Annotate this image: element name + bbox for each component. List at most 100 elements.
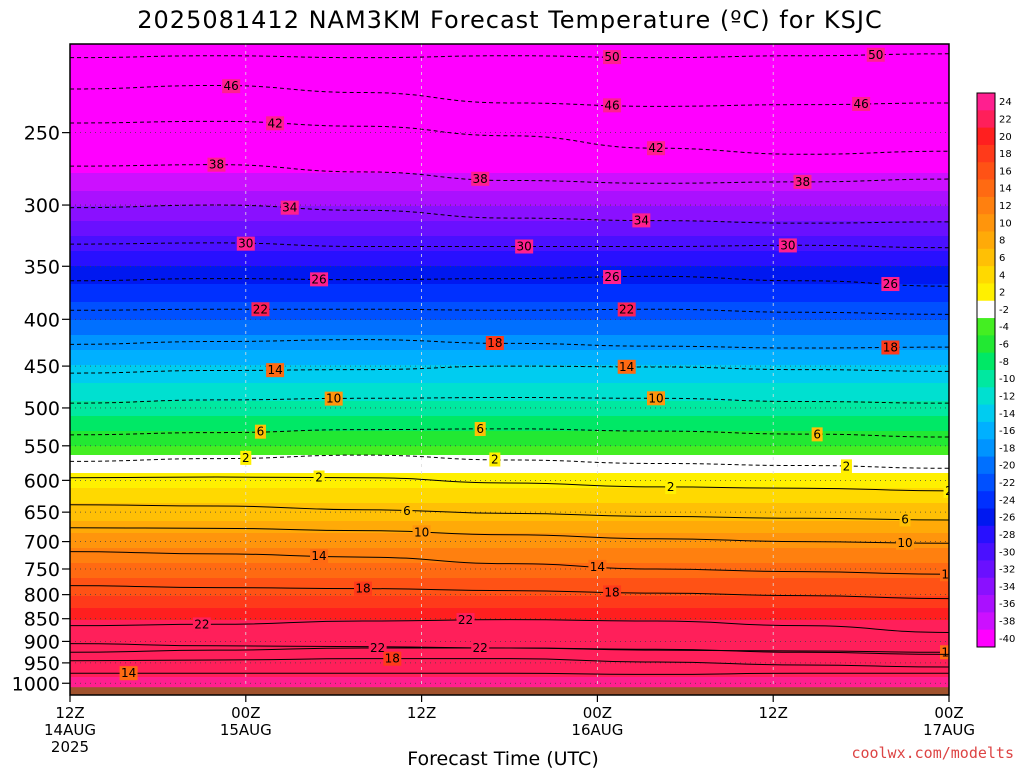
temperature-band xyxy=(70,260,949,264)
temperature-band xyxy=(70,680,949,684)
colorbar-tick-label: -34 xyxy=(999,582,1015,593)
x-tick-label: 12Z xyxy=(759,704,788,722)
temperature-band xyxy=(70,122,949,126)
temperature-band xyxy=(70,425,949,429)
contour-label: 22 xyxy=(458,613,473,627)
contour-label-bg xyxy=(603,585,622,600)
x-tick-label: 16AUG xyxy=(571,721,623,739)
temperature-band xyxy=(70,581,949,585)
contour-label-bg xyxy=(280,200,299,215)
colorbar-tick-label: -20 xyxy=(999,461,1015,472)
colorbar-tick-label: 6 xyxy=(999,253,1005,264)
contour-label-bg xyxy=(313,470,325,485)
temperature-band xyxy=(70,395,949,399)
temperature-band xyxy=(70,314,949,318)
temperature-band xyxy=(70,467,949,471)
temperature-band xyxy=(70,560,949,564)
contour-label: 18 xyxy=(355,582,370,596)
temperature-band xyxy=(70,446,949,450)
contour-label-bg xyxy=(603,98,622,113)
contour-label-bg xyxy=(456,613,475,628)
temperature-band xyxy=(70,443,949,447)
temperature-band xyxy=(70,614,949,618)
colorbar-swatch xyxy=(977,543,995,561)
contour-label: 30 xyxy=(238,237,253,251)
contour-label-bg xyxy=(881,340,900,355)
temperature-band xyxy=(70,110,949,114)
temperature-band xyxy=(70,596,949,600)
temperature-band xyxy=(70,392,949,396)
temperature-band xyxy=(70,419,949,423)
temperature-band xyxy=(70,389,949,393)
contour-label-bg xyxy=(940,567,949,582)
y-tick-label: 500 xyxy=(24,398,60,420)
colorbar-swatch xyxy=(977,179,995,198)
temperature-band xyxy=(70,377,949,381)
x-tick-label: 14AUG xyxy=(44,721,96,739)
temperature-band xyxy=(70,230,949,234)
temperature-band xyxy=(70,473,949,477)
contour-label: 46 xyxy=(853,97,868,111)
y-tick-label: 900 xyxy=(24,631,60,653)
y-tick-label: 800 xyxy=(24,585,60,607)
temperature-band xyxy=(70,365,949,369)
temperature-band xyxy=(70,569,949,573)
colorbar-swatch xyxy=(977,370,995,388)
contour-label-bg xyxy=(383,651,402,666)
contour-label: 10 xyxy=(897,536,912,550)
y-tick-label: 850 xyxy=(24,609,60,631)
temperature-band xyxy=(70,497,949,501)
temperature-band xyxy=(70,545,949,549)
y-tick-label: 550 xyxy=(24,436,60,458)
temperature-band xyxy=(70,416,949,420)
colorbar-swatch xyxy=(977,335,995,354)
temperature-band xyxy=(70,197,949,201)
y-tick-label: 700 xyxy=(24,532,60,554)
temperature-band xyxy=(70,74,949,78)
contour-label-bg xyxy=(240,450,252,465)
temperature-band xyxy=(70,509,949,513)
x-tick-label: 15AUG xyxy=(220,721,272,739)
contour-label-bg xyxy=(412,525,431,540)
credit-text[interactable]: coolwx.com/modelts xyxy=(851,744,1014,762)
colorbar-tick-label: -14 xyxy=(999,409,1015,420)
contour-line xyxy=(70,672,949,675)
temperature-band xyxy=(70,590,949,594)
temperature-band xyxy=(70,653,949,657)
contour-label: 22 xyxy=(956,307,971,321)
temperature-band xyxy=(70,311,949,315)
temperature-band xyxy=(70,368,949,372)
colorbar-swatch xyxy=(977,439,995,457)
colorbar-swatch xyxy=(977,248,995,267)
contour-label: 2 xyxy=(945,484,953,498)
colorbar-swatch xyxy=(977,595,995,613)
temperature-band xyxy=(70,656,949,660)
contour-label: 14 xyxy=(121,666,136,680)
x-tick-label: 17AUG xyxy=(923,721,975,739)
temperature-band xyxy=(70,302,949,306)
temperature-band xyxy=(70,587,949,591)
temperature-band xyxy=(70,104,949,108)
temperature-band xyxy=(70,335,949,339)
colorbar-swatch xyxy=(977,196,995,215)
temperature-band xyxy=(70,143,949,147)
contour-label-bg xyxy=(632,213,651,228)
contour-label: 38 xyxy=(473,172,488,186)
y-tick-label: 600 xyxy=(24,470,60,492)
temperature-band xyxy=(70,599,949,603)
temperature-band xyxy=(70,155,949,159)
contour-label: 22 xyxy=(194,617,209,631)
contour-label: 2 xyxy=(242,451,250,465)
contour-label: 2 xyxy=(843,459,851,473)
temperature-band xyxy=(70,350,949,354)
temperature-band xyxy=(70,455,949,459)
contour-label-bg xyxy=(471,640,490,655)
temperature-band xyxy=(70,401,949,405)
temperature-band xyxy=(70,494,949,498)
contour-label-bg xyxy=(471,171,490,186)
contour-label: 14 xyxy=(941,567,956,581)
temperature-band xyxy=(70,191,949,195)
temperature-band xyxy=(70,44,949,48)
contour-label-bg xyxy=(489,452,501,467)
contour-label: 10 xyxy=(326,392,341,406)
